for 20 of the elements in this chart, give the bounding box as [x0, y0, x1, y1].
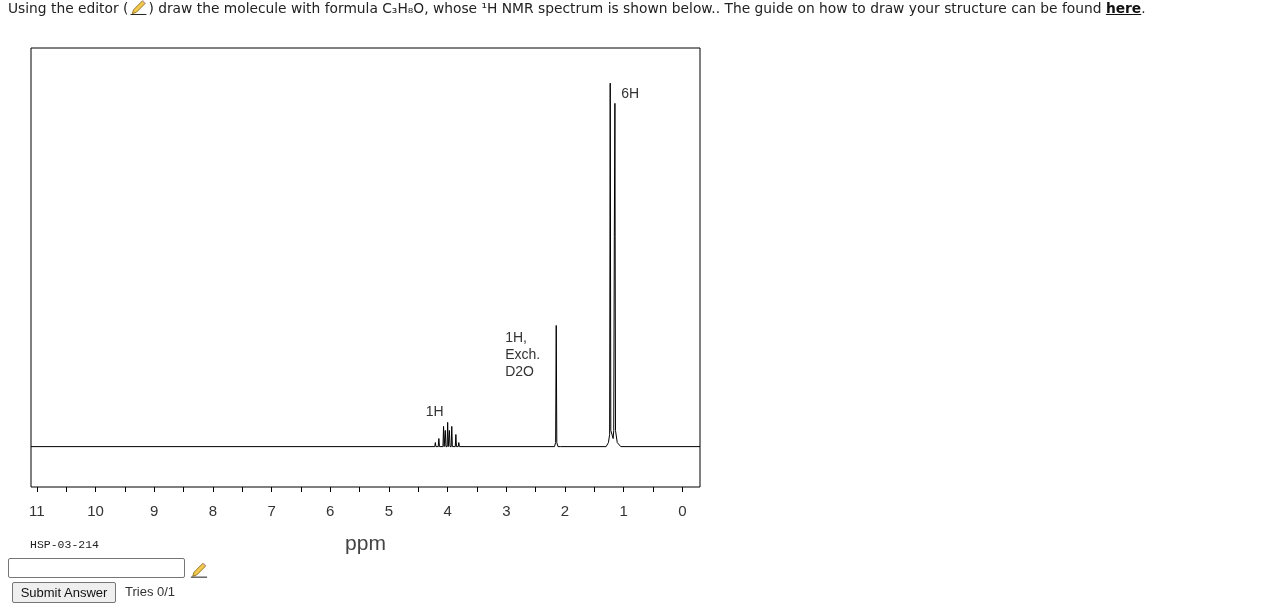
- x-tick-label: 11: [29, 502, 45, 519]
- x-tick-label: 10: [87, 502, 104, 519]
- x-tick-label: 3: [502, 502, 511, 519]
- x-tick-label: 0: [678, 502, 687, 519]
- text: Tries 0/1: [125, 584, 176, 600]
- annotation: 6H: [621, 85, 640, 102]
- x-tick-label: 4: [443, 502, 452, 519]
- x-tick-label: 2: [560, 502, 570, 519]
- x-tick-label: 7: [267, 502, 276, 519]
- annotation: 1H: [425, 403, 444, 420]
- x-tick-label: 9: [150, 502, 159, 519]
- x-axis-title: ppm: [345, 531, 386, 554]
- x-tick-label: 6: [326, 502, 335, 519]
- annotation: 1H, Exch. D2O: [505, 328, 541, 379]
- text: HSP-03-214: [30, 538, 100, 552]
- x-tick-label: 8: [208, 502, 218, 519]
- x-tick-label: 1: [619, 502, 628, 519]
- x-tick-label: 5: [384, 502, 394, 519]
- chart-title: Using the editor ( ) draw the molecule with formula C₃H₈O, whose ¹H NMR spectrum is shown below.. The guide on how to draw your structure can be found here.: [8, 0, 1146, 16]
- button: Submit Answer: [12, 582, 116, 603]
